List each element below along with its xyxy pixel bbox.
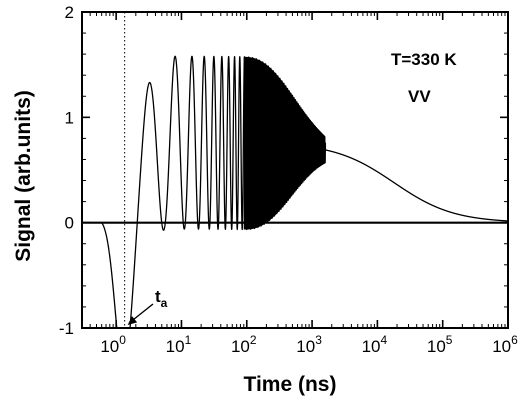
x-tick-label-base: 10 bbox=[492, 337, 511, 356]
plot-frame bbox=[81, 11, 509, 329]
ta-marker-arrowhead bbox=[127, 316, 138, 325]
series-signal bbox=[81, 55, 509, 329]
x-tick-label: 103 bbox=[296, 333, 322, 356]
ta-marker-arrow bbox=[131, 303, 154, 322]
x-tick-label-base: 10 bbox=[427, 337, 446, 356]
y-tick-label: -1 bbox=[59, 319, 74, 338]
x-tick-labels: 100 101 102 103 104 105 106 bbox=[100, 333, 518, 356]
x-tick-label-base: 10 bbox=[100, 337, 119, 356]
y-tick-label: 0 bbox=[65, 214, 74, 233]
y-tick-label: 1 bbox=[65, 108, 74, 127]
y-axis-title: Signal (arb.units) bbox=[12, 90, 35, 262]
annotation-temperature: T=330 K bbox=[391, 50, 457, 69]
x-tick-label-base: 10 bbox=[296, 337, 315, 356]
x-tick-label: 105 bbox=[427, 333, 453, 356]
x-tick-label-exponent: 1 bbox=[185, 333, 192, 347]
oscillation-band bbox=[243, 56, 325, 230]
annotation-polarization: VV bbox=[408, 87, 431, 106]
y-tick-labels: -1 0 1 2 bbox=[59, 3, 74, 338]
x-tick-label-base: 10 bbox=[231, 337, 250, 356]
x-tick-label: 100 bbox=[100, 333, 126, 356]
x-tick-label-exponent: 6 bbox=[511, 333, 518, 347]
x-tick-label-exponent: 5 bbox=[446, 333, 453, 347]
x-tick-label-exponent: 0 bbox=[119, 333, 126, 347]
annotation-ta: ta bbox=[155, 287, 168, 310]
x-tick-label: 102 bbox=[231, 333, 257, 356]
x-tick-label: 104 bbox=[362, 333, 388, 356]
x-tick-label: 106 bbox=[492, 333, 518, 356]
x-tick-label-exponent: 3 bbox=[315, 333, 322, 347]
x-tick-label-exponent: 4 bbox=[381, 333, 388, 347]
x-tick-label: 101 bbox=[166, 333, 192, 356]
annotation-ta-base: t bbox=[155, 287, 161, 306]
annotation-ta-subscript: a bbox=[161, 296, 168, 310]
y-tick-label: 2 bbox=[65, 3, 74, 22]
x-axis-title: Time (ns) bbox=[244, 373, 337, 396]
x-tick-label-base: 10 bbox=[362, 337, 381, 356]
x-tick-label-base: 10 bbox=[166, 337, 185, 356]
x-tick-label-exponent: 2 bbox=[250, 333, 257, 347]
